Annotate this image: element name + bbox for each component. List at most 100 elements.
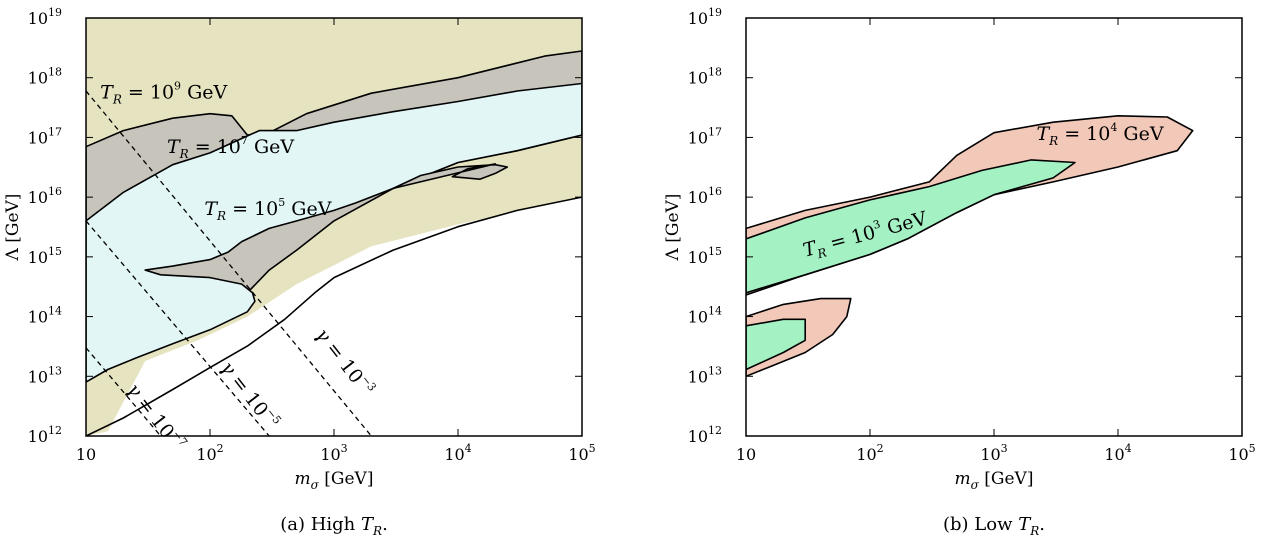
x-tick-label-1: 102	[856, 442, 883, 464]
y-tick-label-5: 1017	[28, 125, 62, 147]
caption-prefix: (a) High	[280, 514, 361, 535]
x-tick-base: 10	[736, 445, 756, 464]
annotation-exp: 4	[1110, 121, 1117, 134]
y-tick-exp: 14	[48, 305, 62, 318]
annotation-sub: R	[815, 245, 828, 261]
y-tick-label-2: 1014	[28, 305, 62, 327]
plot-area	[746, 115, 1194, 378]
region-2	[86, 82, 582, 383]
annotation-sub: R	[179, 147, 189, 161]
x-axis-sub: σ	[971, 478, 980, 492]
region-3	[392, 163, 509, 190]
chart-panel-b: 10 102 103 104 10510121013101410151016101710…	[663, 6, 1256, 538]
y-tick-exp: 19	[48, 6, 62, 19]
region-3	[746, 318, 806, 371]
x-tick-base: 10	[856, 445, 876, 464]
y-tick-exp: 16	[48, 185, 62, 198]
x-tick-base: 10	[1104, 445, 1124, 464]
x-axis-label: mσ [GeV]	[295, 469, 374, 492]
y-tick-label-2: 1014	[688, 305, 722, 327]
annotation-unit: GeV	[1117, 123, 1163, 145]
y-axis-label: Λ [GeV]	[663, 194, 683, 262]
annotation-0: TR = 109 GeV	[100, 79, 227, 106]
y-tick-exp: 16	[708, 185, 722, 198]
annotation-exp: 5	[278, 196, 285, 209]
y-tick-base: 10	[688, 128, 708, 147]
y-tick-base: 10	[688, 69, 708, 88]
region-2	[746, 159, 1076, 294]
x-tick-label-2: 103	[980, 442, 1007, 464]
x-tick-exp: 5	[1249, 442, 1256, 455]
x-tick-label-0: 10	[736, 445, 756, 464]
y-tick-base: 10	[688, 248, 708, 267]
y-tick-base: 10	[688, 308, 708, 327]
caption-suffix: .	[1039, 514, 1045, 535]
y-tick-exp: 14	[708, 305, 722, 318]
y-tick-base: 10	[688, 367, 708, 386]
annotation-exp: 3	[872, 218, 882, 232]
x-tick-label-1: 102	[196, 442, 223, 464]
x-tick-exp: 4	[1125, 442, 1132, 455]
annotation-0: TR = 104 GeV	[1036, 121, 1163, 148]
x-tick-label-3: 104	[1104, 442, 1131, 464]
x-axis-var: m	[295, 469, 311, 489]
annotation-sub: R	[216, 209, 226, 223]
x-tick-label-4: 105	[568, 442, 595, 464]
y-tick-base: 10	[688, 427, 708, 446]
x-tick-exp: 5	[589, 442, 596, 455]
x-tick-base: 10	[196, 445, 216, 464]
chart-panel-a: 10 102 103 104 10510121013101410151016101710…	[3, 6, 596, 538]
annotation-var: T	[204, 198, 218, 220]
x-axis-sub: σ	[311, 478, 320, 492]
y-tick-label-4: 1016	[28, 185, 62, 207]
x-tick-exp: 3	[1001, 442, 1008, 455]
y-tick-label-0: 1012	[688, 424, 722, 446]
y-tick-label-1: 1013	[688, 364, 722, 386]
x-tick-label-4: 105	[1228, 442, 1255, 464]
y-tick-label-6: 1018	[688, 66, 722, 88]
x-tick-label-2: 103	[320, 442, 347, 464]
y-tick-label-7: 1019	[688, 6, 722, 28]
annotation-exp: 9	[174, 79, 181, 92]
x-tick-base: 10	[1228, 445, 1248, 464]
annotation-2: TR = 105 GeV	[204, 196, 331, 223]
dashed-line-2	[86, 347, 162, 436]
y-tick-base: 10	[28, 367, 48, 386]
y-tick-exp: 15	[708, 245, 722, 258]
y-tick-label-5: 1017	[688, 125, 722, 147]
figure-caption: (b) Low TR.	[943, 514, 1045, 538]
x-tick-base: 10	[568, 445, 588, 464]
y-tick-exp: 12	[708, 424, 722, 437]
y-tick-exp: 18	[708, 66, 722, 79]
x-tick-exp: 3	[341, 442, 348, 455]
y-tick-base: 10	[688, 9, 708, 28]
y-tick-base: 10	[28, 69, 48, 88]
x-tick-base: 10	[980, 445, 1000, 464]
annotation-text: = 10	[189, 136, 241, 158]
y-tick-exp: 12	[48, 424, 62, 437]
annotation-text: = 10	[226, 198, 278, 220]
y-tick-exp: 19	[708, 6, 722, 19]
annotation-unit: GeV	[248, 136, 294, 158]
y-tick-base: 10	[28, 427, 48, 446]
y-tick-base: 10	[28, 9, 48, 28]
y-tick-label-3: 1015	[688, 245, 722, 267]
y-tick-base: 10	[28, 128, 48, 147]
y-tick-base: 10	[688, 188, 708, 207]
x-tick-exp: 4	[465, 442, 472, 455]
annotation-text: = 10	[1058, 123, 1110, 145]
caption-sub: R	[372, 524, 382, 538]
x-tick-base: 10	[320, 445, 340, 464]
y-tick-exp: 13	[708, 364, 722, 377]
annotation-var: T	[100, 81, 114, 103]
dashed-line-0	[86, 90, 372, 436]
x-tick-label-0: 10	[76, 445, 96, 464]
y-tick-exp: 17	[48, 125, 62, 138]
y-tick-exp: 18	[48, 66, 62, 79]
annotation-var: T	[167, 136, 181, 158]
x-tick-label-3: 104	[444, 442, 471, 464]
y-tick-base: 10	[28, 248, 48, 267]
y-tick-label-6: 1018	[28, 66, 62, 88]
plot-area	[86, 18, 582, 436]
